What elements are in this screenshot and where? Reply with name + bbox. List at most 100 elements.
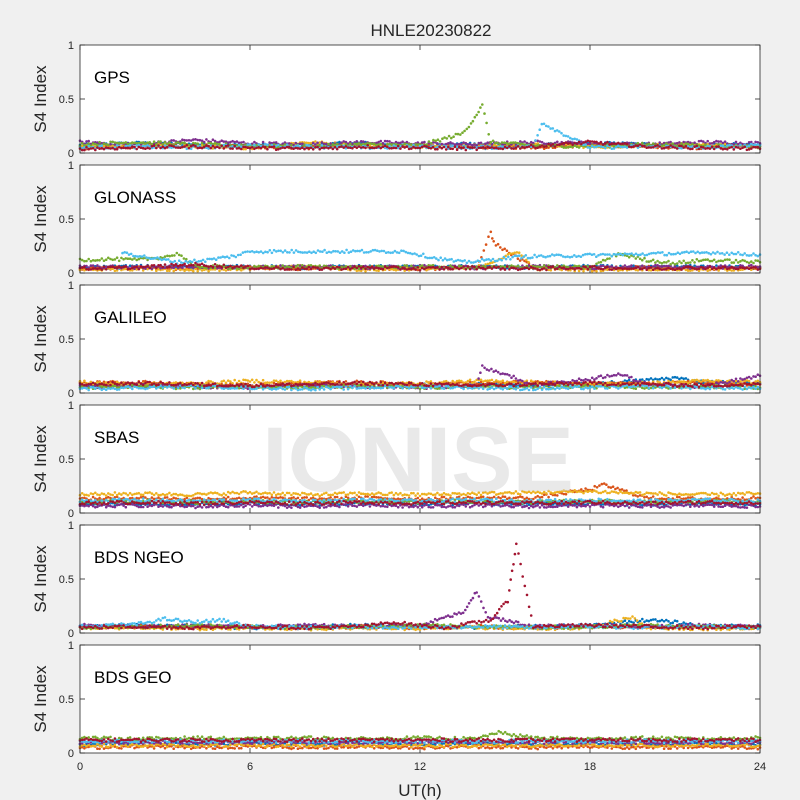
data-point [392, 144, 396, 147]
data-point [109, 140, 112, 144]
data-point [384, 251, 388, 254]
data-point [244, 147, 247, 151]
data-point [514, 141, 517, 144]
data-point [457, 264, 461, 268]
data-point [577, 140, 581, 144]
data-point [752, 261, 755, 265]
data-point [608, 257, 611, 260]
data-point [111, 140, 114, 144]
data-point [174, 263, 178, 266]
data-point [580, 142, 583, 146]
data-point [144, 144, 147, 148]
data-point [228, 256, 231, 260]
data-point [484, 243, 488, 246]
data-point [658, 145, 661, 148]
data-point [726, 144, 729, 147]
data-point [137, 257, 141, 261]
data-point [113, 141, 117, 144]
data-point [316, 141, 319, 145]
data-point [157, 140, 160, 144]
data-point [343, 251, 346, 254]
data-point [484, 142, 487, 146]
data-point [643, 254, 647, 257]
data-point [593, 143, 596, 147]
data-point [270, 141, 274, 145]
data-point [241, 251, 245, 254]
data-point [496, 141, 499, 145]
data-point [739, 264, 742, 267]
data-point [580, 140, 583, 143]
data-point [471, 119, 475, 123]
data-point [440, 265, 444, 269]
data-point [388, 142, 391, 146]
data-point [299, 250, 302, 254]
data-point [485, 258, 488, 261]
data-point [525, 141, 529, 145]
data-point [242, 147, 245, 151]
data-point [447, 134, 451, 138]
data-point [109, 265, 112, 269]
data-point [333, 146, 337, 149]
data-point [342, 140, 346, 143]
data-point [508, 145, 511, 148]
data-point [577, 144, 581, 147]
data-point [168, 141, 171, 144]
data-point [296, 147, 300, 150]
data-point [237, 143, 241, 147]
data-point [377, 143, 380, 146]
data-point [418, 146, 422, 150]
data-point [165, 142, 169, 146]
data-point [708, 268, 712, 271]
data-point [253, 251, 256, 254]
data-point [475, 113, 479, 117]
data-point [491, 257, 495, 261]
data-point [264, 142, 267, 146]
data-point [366, 144, 370, 147]
data-point [654, 261, 657, 264]
data-point [573, 137, 576, 141]
data-point [539, 254, 543, 257]
data-point [599, 145, 603, 148]
data-point [686, 265, 690, 269]
data-point [715, 267, 718, 271]
data-point [359, 140, 363, 143]
data-point [697, 139, 701, 143]
data-point [368, 141, 372, 145]
data-point [505, 141, 508, 145]
data-point [412, 143, 415, 147]
data-point [377, 264, 380, 268]
data-point [126, 142, 130, 146]
data-point [593, 264, 596, 268]
data-point [323, 248, 326, 252]
data-point [491, 139, 495, 143]
data-point [281, 142, 285, 146]
data-point [420, 145, 424, 149]
data-point [467, 125, 471, 129]
data-point [194, 142, 197, 145]
data-point [253, 145, 256, 149]
data-point [161, 142, 165, 146]
data-point [229, 140, 232, 144]
data-point [146, 144, 149, 147]
data-point [399, 141, 402, 145]
data-point [464, 268, 468, 271]
data-point [166, 254, 169, 258]
data-point [162, 257, 166, 261]
data-point [662, 268, 666, 271]
data-point [601, 258, 605, 262]
data-point [608, 265, 611, 269]
data-point [590, 265, 594, 268]
data-point [706, 258, 709, 261]
data-point [442, 145, 446, 149]
data-point [709, 252, 713, 256]
data-point [736, 251, 740, 254]
data-point [145, 256, 148, 259]
data-point [720, 252, 724, 255]
data-point [224, 144, 228, 148]
y-axis-label: S4 Index [31, 185, 50, 253]
data-point [366, 142, 370, 145]
data-point [680, 147, 683, 150]
data-point [521, 145, 524, 149]
data-point [222, 143, 226, 147]
data-point [261, 145, 265, 148]
